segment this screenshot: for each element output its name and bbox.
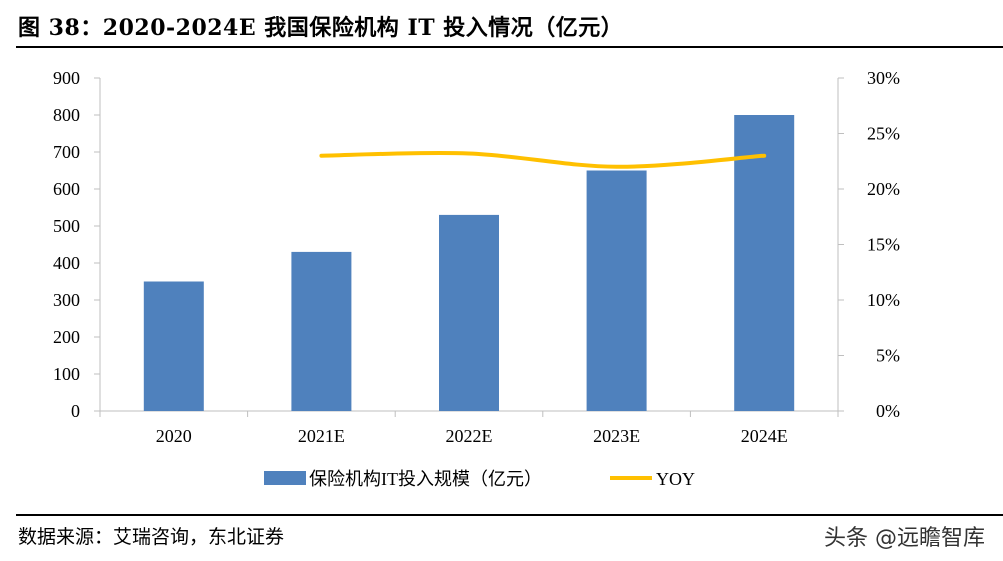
y2-tick-label: 20% xyxy=(867,179,900,199)
y2-tick-label: 15% xyxy=(867,235,900,255)
y2-tick-label: 30% xyxy=(867,68,900,88)
y-tick-label: 700 xyxy=(53,142,80,162)
bar xyxy=(586,170,647,411)
bar xyxy=(439,214,499,411)
legend-line-label: YOY xyxy=(656,469,695,489)
y-tick-label: 200 xyxy=(53,327,80,347)
source-note: 数据来源：艾瑞咨询，东北证券 xyxy=(18,526,285,548)
title-rule xyxy=(16,46,1003,48)
figure-title: 图 38：2020-2024E 我国保险机构 IT 投入情况（亿元） xyxy=(18,15,624,41)
y2-tick-label: 10% xyxy=(867,290,900,310)
watermark: 头条 @远瞻智库 xyxy=(824,526,985,551)
y-tick-label: 400 xyxy=(53,253,80,273)
x-tick-label: 2023E xyxy=(593,426,640,446)
y2-tick-label: 0% xyxy=(876,401,900,421)
y-tick-label: 900 xyxy=(53,68,80,88)
yoy-line xyxy=(319,150,767,169)
x-tick-label: 2024E xyxy=(741,426,788,446)
y-tick-label: 600 xyxy=(53,179,80,199)
y2-tick-label: 25% xyxy=(867,124,900,144)
x-tick-label: 2021E xyxy=(298,426,345,446)
bar xyxy=(291,251,352,411)
footer-rule xyxy=(16,514,1003,516)
legend-bar-swatch xyxy=(264,471,306,485)
y-tick-label: 100 xyxy=(53,364,80,384)
x-tick-label: 2022E xyxy=(446,426,493,446)
y-tick-label: 800 xyxy=(53,105,80,125)
bar xyxy=(734,115,795,411)
y-tick-label: 300 xyxy=(53,290,80,310)
bar xyxy=(143,281,204,411)
x-tick-label: 2020 xyxy=(156,426,192,446)
legend-bar-label: 保险机构IT投入规模（亿元） xyxy=(309,469,542,489)
chart: 0 100 200 300 400 500 600 700 800 900 0% 5% 10% 15% 20… xyxy=(53,68,900,489)
y2-tick-label: 5% xyxy=(876,346,900,366)
y-tick-label: 500 xyxy=(53,216,80,236)
y-tick-label: 0 xyxy=(71,401,80,421)
